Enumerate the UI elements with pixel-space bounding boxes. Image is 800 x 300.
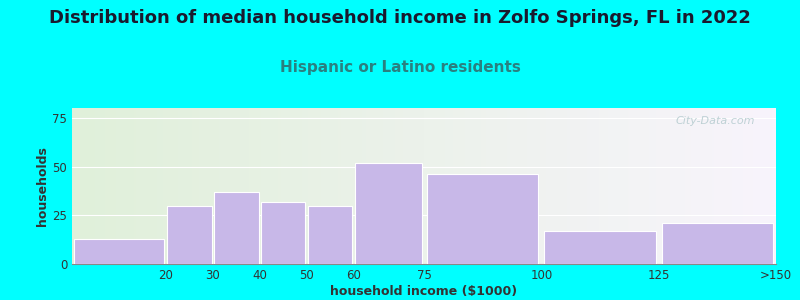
Text: Hispanic or Latino residents: Hispanic or Latino residents xyxy=(279,60,521,75)
Bar xyxy=(308,206,353,264)
Y-axis label: households: households xyxy=(37,146,50,226)
Bar xyxy=(214,192,258,264)
Bar xyxy=(544,231,656,264)
Bar xyxy=(167,206,212,264)
Bar xyxy=(662,223,773,264)
Text: City-Data.com: City-Data.com xyxy=(675,116,755,126)
X-axis label: household income ($1000): household income ($1000) xyxy=(330,285,518,298)
Bar xyxy=(74,239,163,264)
Bar xyxy=(355,163,422,264)
Text: Distribution of median household income in Zolfo Springs, FL in 2022: Distribution of median household income … xyxy=(49,9,751,27)
Bar xyxy=(261,202,306,264)
Bar xyxy=(427,174,538,264)
